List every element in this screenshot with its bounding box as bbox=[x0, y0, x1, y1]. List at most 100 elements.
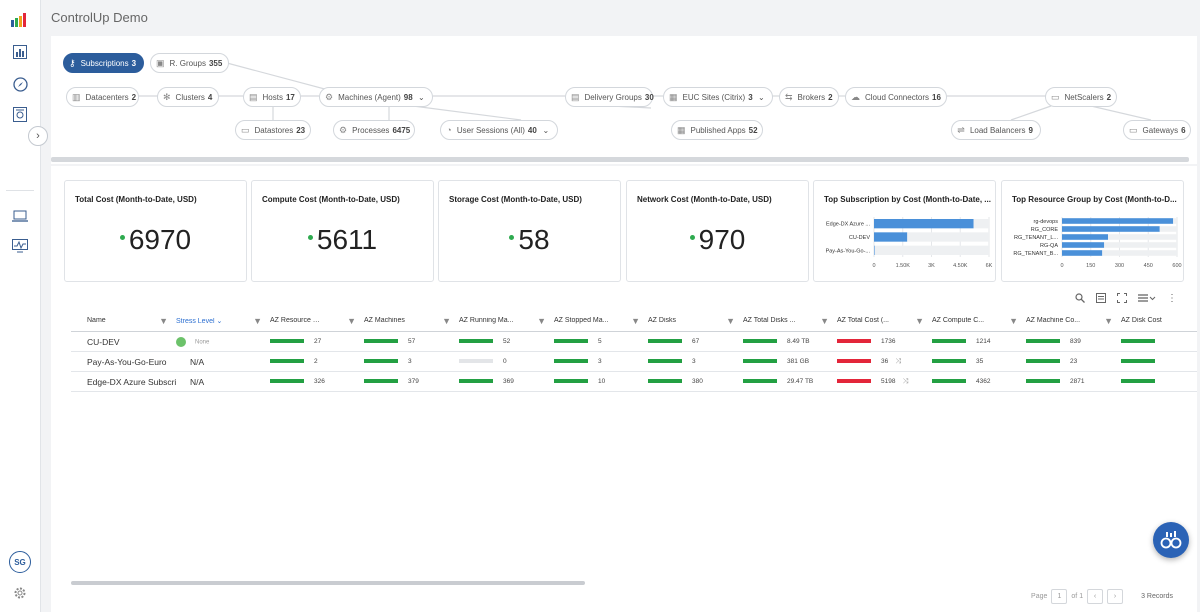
metric-bar bbox=[554, 359, 588, 364]
topo-node-euc-sites[interactable]: ▦ EUC Sites (Citrix) 3 ⌄ bbox=[663, 87, 773, 107]
rail-divider bbox=[6, 190, 34, 191]
category-label: Pay-As-You-Go-... bbox=[826, 248, 871, 254]
table-row[interactable]: Edge-DX Azure Subscriptio N/A 326 379 369 10 3… bbox=[71, 371, 1197, 392]
chevron-down-icon[interactable]: ⌄ bbox=[417, 92, 425, 102]
chevron-down-icon[interactable]: ⌄ bbox=[542, 125, 550, 135]
column-header-compute-cost[interactable]: AZ Compute C... ▼ bbox=[932, 311, 1026, 332]
topo-node-brokers[interactable]: ⇆ Brokers 2 bbox=[779, 87, 839, 107]
storage-cost-card[interactable]: Storage Cost (Month-to-Date, USD) 58 bbox=[438, 180, 621, 282]
bar[interactable] bbox=[1062, 218, 1174, 224]
metric-bar bbox=[364, 339, 398, 344]
topo-node-clusters[interactable]: ✻ Clusters 4 bbox=[157, 87, 219, 107]
topo-node-hosts[interactable]: ▤ Hosts 17 bbox=[243, 87, 301, 107]
bar[interactable] bbox=[1062, 226, 1160, 232]
metric-bar bbox=[1026, 359, 1060, 364]
metric-value: 29.47 TB bbox=[787, 378, 814, 385]
topo-node-delivery-groups[interactable]: ▤ Delivery Groups 30 bbox=[565, 87, 654, 107]
next-page-button[interactable]: › bbox=[1107, 589, 1124, 604]
metric-value: 381 GB bbox=[787, 358, 810, 365]
bar[interactable] bbox=[874, 232, 908, 242]
filter-icon[interactable]: ▼ bbox=[915, 316, 924, 326]
prev-page-button[interactable]: ‹ bbox=[1087, 589, 1104, 604]
filter-icon[interactable]: ▼ bbox=[159, 316, 168, 326]
topo-node-gateways[interactable]: ▭ Gateways 6 bbox=[1123, 120, 1191, 140]
cell-metric bbox=[1121, 331, 1197, 352]
network-cost-card[interactable]: Network Cost (Month-to-Date, USD) 970 bbox=[626, 180, 809, 282]
topo-node-processes[interactable]: ⚙ Processes 6475 bbox=[333, 120, 415, 140]
total-cost-card[interactable]: Total Cost (Month-to-Date, USD) 6970 bbox=[64, 180, 247, 282]
topo-node-datastores[interactable]: ▭ Datastores 23 bbox=[235, 120, 311, 140]
topo-node-subscriptions[interactable]: ⚷ Subscriptions 3 bbox=[63, 53, 144, 73]
column-header-disks[interactable]: AZ Disks ▼ bbox=[648, 311, 743, 332]
bar[interactable] bbox=[874, 245, 875, 255]
column-header-resource-groups[interactable]: AZ Resource G... ▼ bbox=[270, 311, 364, 332]
bar-track bbox=[1108, 234, 1177, 240]
assistant-fab-button[interactable] bbox=[1153, 522, 1189, 558]
fullscreen-icon[interactable] bbox=[1117, 293, 1127, 303]
column-header-stopped-machines[interactable]: AZ Stopped Ma... ▼ bbox=[554, 311, 648, 332]
settings-gear-icon[interactable] bbox=[10, 583, 30, 603]
bar[interactable] bbox=[1062, 234, 1108, 240]
top-subscription-chart-card[interactable]: Top Subscription by Cost (Month-to-Date,… bbox=[813, 180, 996, 282]
column-header-total-disks[interactable]: AZ Total Disks ... ▼ bbox=[743, 311, 837, 332]
topo-node-cloud-connectors[interactable]: ☁ Cloud Connectors 16 bbox=[845, 87, 947, 107]
page-number-input[interactable]: 1 bbox=[1051, 589, 1068, 604]
sort-desc-icon[interactable]: ⌄ bbox=[216, 318, 223, 325]
filter-icon[interactable]: ▼ bbox=[631, 316, 640, 326]
column-header-stress-level[interactable]: Stress Level ⌄ ▼ bbox=[176, 311, 270, 332]
topo-node-user-sessions[interactable]: ◔ User Sessions (All) 40 ⌄ bbox=[440, 120, 558, 140]
panel-resize-handle[interactable] bbox=[51, 157, 1189, 162]
monitor-icon[interactable] bbox=[10, 236, 30, 256]
column-header-name[interactable]: Name ▼ bbox=[71, 311, 176, 332]
topo-node-published-apps[interactable]: ▦ Published Apps 52 bbox=[671, 120, 763, 140]
column-header-running-machines[interactable]: AZ Running Ma... ▼ bbox=[459, 311, 554, 332]
filter-icon[interactable]: ▼ bbox=[726, 316, 735, 326]
search-icon[interactable] bbox=[1075, 293, 1085, 303]
columns-menu-icon[interactable] bbox=[1138, 293, 1156, 303]
topo-node-datacenters[interactable]: ▥ Datacenters 2 bbox=[66, 87, 139, 107]
horizontal-scrollbar[interactable] bbox=[71, 581, 585, 585]
table-row[interactable]: CU-DEV None 27 57 52 5 67 8.49 TB 1736 1214 839 bbox=[71, 331, 1197, 352]
compass-icon[interactable] bbox=[10, 74, 30, 94]
bar[interactable] bbox=[874, 219, 974, 229]
filter-icon[interactable]: ▼ bbox=[253, 316, 262, 326]
cell-name: Pay-As-You-Go-Euro bbox=[71, 351, 176, 372]
filter-icon[interactable]: ▼ bbox=[347, 316, 356, 326]
stress-text: None bbox=[195, 339, 210, 346]
category-label: CU-DEV bbox=[849, 235, 870, 241]
bar-track bbox=[907, 232, 989, 242]
column-header-disk-cost[interactable]: AZ Disk Cost bbox=[1121, 311, 1197, 332]
table-row[interactable]: Pay-As-You-Go-Euro N/A 2 3 0 3 3 381 GB 36 ⤨ 35 23 bbox=[71, 351, 1197, 372]
x-tick-label: 0 bbox=[872, 263, 875, 269]
expand-sidebar-button[interactable]: › bbox=[28, 126, 48, 146]
stress-indicator-icon bbox=[176, 336, 186, 347]
topo-node-netscalers[interactable]: ▭ NetScalers 2 bbox=[1045, 87, 1117, 107]
filter-icon[interactable]: ▼ bbox=[442, 316, 451, 326]
category-label: RG_TENANT_L... bbox=[1014, 235, 1058, 241]
filter-icon[interactable]: ▼ bbox=[820, 316, 829, 326]
compute-cost-card[interactable]: Compute Cost (Month-to-Date, USD) 5611 bbox=[251, 180, 434, 282]
chevron-down-icon[interactable]: ⌄ bbox=[757, 92, 765, 102]
dashboard-icon[interactable] bbox=[10, 42, 30, 62]
export-icon[interactable] bbox=[1096, 293, 1106, 303]
top-resource-group-chart-card[interactable]: Top Resource Group by Cost (Month-to-D..… bbox=[1001, 180, 1184, 282]
datastore-icon: ▭ bbox=[241, 124, 250, 135]
laptop-icon[interactable] bbox=[10, 206, 30, 226]
topo-node-resource-groups[interactable]: ▣ R. Groups 355 bbox=[150, 53, 229, 73]
column-header-total-cost[interactable]: AZ Total Cost (... ▼ bbox=[837, 311, 932, 332]
cell-stress-level: N/A bbox=[176, 371, 270, 392]
column-header-machine-cost[interactable]: AZ Machine Co... ▼ bbox=[1026, 311, 1121, 332]
filter-icon[interactable]: ▼ bbox=[1009, 316, 1018, 326]
bar[interactable] bbox=[1062, 250, 1103, 256]
avatar[interactable]: SG bbox=[9, 551, 31, 573]
cell-stress-level: N/A bbox=[176, 351, 270, 372]
topo-node-machines[interactable]: ⚙ Machines (Agent) 98 ⌄ bbox=[319, 87, 433, 107]
topo-node-load-balancers[interactable]: ⇌ Load Balancers 9 bbox=[951, 120, 1041, 140]
bar[interactable] bbox=[1062, 242, 1105, 248]
more-options-icon[interactable]: ⋮ bbox=[1167, 292, 1177, 304]
report-icon[interactable] bbox=[10, 104, 30, 124]
filter-icon[interactable]: ▼ bbox=[1104, 316, 1113, 326]
filter-icon[interactable]: ▼ bbox=[537, 316, 546, 326]
controlup-logo-icon[interactable] bbox=[10, 10, 30, 30]
column-header-machines[interactable]: AZ Machines ▼ bbox=[364, 311, 459, 332]
